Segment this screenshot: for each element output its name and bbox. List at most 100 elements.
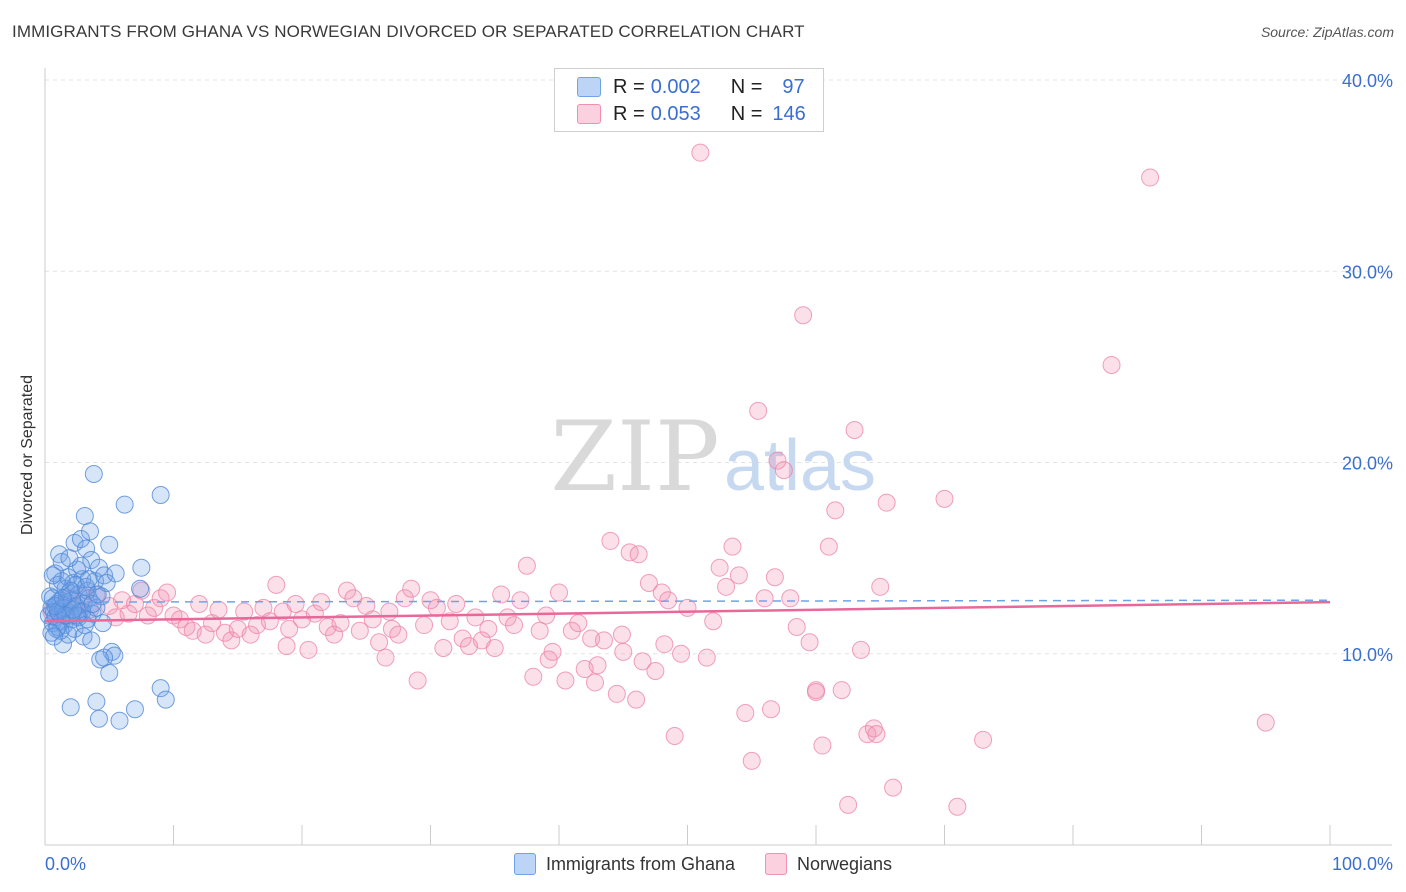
y-axis-label: Divorced or Separated: [19, 374, 36, 536]
norwegians-point: [363, 610, 382, 629]
norwegians-point: [639, 573, 658, 592]
ghana-point: [60, 549, 79, 568]
norwegians-point: [832, 681, 851, 700]
norwegians-point: [620, 543, 639, 562]
ghana-point: [87, 692, 106, 711]
legend-item-ghana[interactable]: Immigrants from Ghana: [513, 852, 735, 876]
norwegians-point: [659, 591, 678, 610]
norwegians-point: [935, 489, 954, 508]
norwegians-point: [710, 558, 729, 577]
trend-lines: [44, 599, 1331, 623]
norwegians-point: [646, 661, 665, 680]
ghana-point: [82, 631, 101, 650]
norwegians-point: [729, 566, 748, 585]
ghana-point: [125, 700, 144, 719]
norwegians-point: [434, 639, 453, 658]
norwegians-point: [736, 704, 755, 723]
norwegians-point: [408, 671, 427, 690]
ghana-point: [75, 507, 94, 526]
legend-item-norwegians[interactable]: Norwegians: [765, 852, 892, 876]
norwegians-point: [241, 625, 260, 644]
legend-n-label: N =: [730, 102, 763, 125]
norwegians-point: [325, 625, 344, 644]
norwegians-point: [492, 585, 511, 604]
norwegians-point: [370, 633, 389, 652]
norwegians-point: [331, 614, 350, 633]
norwegians-trend-line: [44, 600, 1331, 623]
norwegians-point: [723, 537, 742, 556]
norwegians-point: [800, 633, 819, 652]
norwegians-point: [717, 577, 736, 596]
norwegians-point: [601, 531, 620, 550]
ghana-points: [39, 464, 175, 730]
ghana-point: [64, 600, 83, 619]
norwegians-point: [569, 614, 588, 633]
norwegians-point: [453, 629, 472, 648]
norwegians-point: [607, 684, 626, 703]
ghana-point: [61, 698, 80, 717]
norwegians-point: [524, 667, 543, 686]
watermark-zip: ZIP: [550, 401, 719, 513]
norwegians-n-value: 146: [772, 102, 806, 125]
norwegians-point: [884, 778, 903, 797]
norwegians-point: [337, 581, 356, 600]
norwegians-point: [813, 736, 832, 755]
norwegians-point: [781, 589, 800, 608]
norwegians-point: [415, 616, 434, 635]
norwegians-point: [350, 621, 369, 640]
norwegians-point: [697, 648, 716, 667]
ghana-point: [95, 648, 114, 667]
ghana-point: [86, 572, 105, 591]
ghana-trend-line: [44, 599, 1331, 603]
y-tick-label: 10.0%: [1342, 645, 1393, 665]
norwegians-point: [479, 619, 498, 638]
norwegians-point: [421, 591, 440, 610]
norwegians-point: [562, 621, 581, 640]
ghana-point: [82, 551, 101, 570]
norwegians-point: [235, 602, 254, 621]
norwegians-point: [839, 795, 858, 814]
ghana-point: [110, 711, 129, 730]
ghana-point: [77, 539, 96, 558]
norwegians-legend-label: Norwegians: [797, 853, 893, 874]
norwegians-point: [286, 595, 305, 614]
norwegians-point: [762, 700, 781, 719]
norwegians-point: [280, 619, 299, 638]
norwegians-point: [612, 625, 631, 644]
ghana-point: [83, 595, 102, 614]
norwegians-point: [190, 595, 209, 614]
norwegians-point: [440, 612, 459, 631]
norwegians-point: [1256, 713, 1275, 732]
y-tick-label: 30.0%: [1342, 262, 1393, 282]
ghana-point: [151, 486, 170, 505]
norwegians-point: [395, 589, 414, 608]
series-legend: Immigrants from Ghana Norwegians: [0, 852, 1406, 876]
norwegians-point: [871, 577, 890, 596]
norwegians-point: [794, 306, 813, 325]
norwegians-swatch: [577, 104, 601, 124]
norwegians-point: [594, 631, 613, 650]
ghana-point: [84, 464, 103, 483]
norwegians-point: [158, 583, 177, 602]
norwegians-point: [974, 730, 993, 749]
source-label: Source: ZipAtlas.com: [1260, 24, 1394, 40]
norwegians-point: [550, 583, 568, 602]
norwegians-point: [851, 640, 870, 659]
chart-title: IMMIGRANTS FROM GHANA VS NORWEGIAN DIVOR…: [12, 22, 805, 41]
norwegians-point: [585, 673, 604, 692]
norwegians-point: [768, 451, 787, 470]
norwegians-point: [376, 648, 395, 667]
ghana-point: [71, 530, 90, 548]
x-tick-label-max: 100.0%: [1332, 854, 1393, 874]
norwegians-point: [614, 642, 633, 661]
ghana-point: [106, 564, 125, 583]
ghana-swatch: [577, 77, 601, 97]
norwegians-point: [672, 644, 691, 663]
norwegians-point: [787, 617, 806, 636]
ghana-point: [75, 616, 94, 635]
norwegians-point: [877, 493, 896, 512]
norwegians-point: [749, 401, 768, 420]
norwegians-points: [42, 143, 1275, 816]
norwegians-point: [765, 568, 784, 587]
